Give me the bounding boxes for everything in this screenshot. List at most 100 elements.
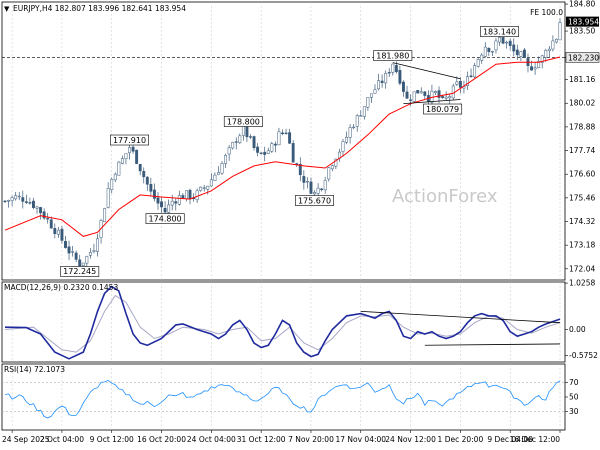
annotation-box (423, 103, 463, 115)
candle-body (81, 262, 85, 266)
candle-body (266, 150, 270, 154)
candle-body (206, 185, 210, 190)
candle-body (352, 126, 356, 129)
candle-body (67, 246, 71, 254)
candles (3, 18, 562, 273)
macd-trendline (360, 310, 561, 324)
candle-body (327, 167, 331, 180)
rsi-ytick-label: 70 (569, 378, 579, 387)
candle-body (60, 228, 64, 241)
candle-body (444, 96, 448, 99)
candle-body (398, 70, 402, 84)
dropdown-marker: ▼ (4, 5, 10, 13)
annotation-box (223, 116, 263, 127)
price-annotation: 172.245 (60, 266, 100, 277)
candle-body (78, 259, 82, 268)
candle-body (263, 151, 267, 155)
candle-body (451, 85, 455, 99)
candle-body (96, 238, 99, 252)
candle-body (85, 256, 89, 264)
candle-body (345, 136, 348, 143)
candle-body (53, 228, 57, 234)
candle-body (64, 241, 67, 248)
candle-body (419, 91, 423, 94)
candle-body (32, 200, 35, 208)
annotation-box (145, 213, 185, 224)
price-ytick-label: 180.02 (569, 99, 595, 108)
candle-body (501, 37, 505, 44)
candle-body (434, 91, 437, 93)
current-price-box (566, 16, 599, 27)
candle-body (92, 250, 96, 252)
macd-ytick-label: 1.0258 (569, 279, 595, 288)
candle-body (487, 47, 491, 52)
annotation-text: 180.079 (426, 105, 459, 114)
candle-body (277, 131, 281, 146)
annotation-text: 177.910 (113, 136, 146, 145)
candle-body (558, 22, 562, 41)
price-panel: 184.80 183.50 182.230 181.16 180.02 178.88 177… (2, 0, 600, 277)
candle-body (348, 127, 352, 138)
level-price-label: 182.230 (568, 53, 599, 62)
candle-body (7, 200, 11, 202)
candle-body (281, 132, 284, 134)
x-tick-label: 1 Dec 20:00 (438, 435, 484, 444)
candle-body (494, 40, 498, 51)
candle-body (394, 65, 398, 73)
price-annotation: 174.800 (145, 213, 185, 224)
candle-body (213, 174, 217, 181)
annotation-text: 178.800 (227, 117, 260, 126)
candle-body (174, 201, 178, 204)
candle-body (217, 172, 220, 175)
macd-line (4, 285, 561, 360)
candle-body (551, 40, 555, 50)
candle-body (341, 141, 345, 152)
candle-body (35, 206, 39, 209)
annotation-box (373, 50, 413, 61)
candle-body (24, 201, 28, 203)
price-ytick-label: 175.46 (569, 193, 595, 202)
rsi-panel: 70 50 30 RSI(14) 72.1073 (2, 365, 579, 419)
candle-body (124, 153, 128, 160)
candle-body (458, 81, 462, 88)
candle-body (533, 67, 537, 70)
candle-body (56, 229, 60, 235)
x-tick-label: 7 Nov 20:00 (288, 435, 334, 444)
price-trendline (403, 99, 461, 105)
candle-body (384, 73, 388, 84)
candle-body (540, 55, 544, 63)
candle-body (188, 189, 192, 200)
candle-body (273, 143, 277, 146)
candle-body (113, 173, 117, 181)
candle-body (554, 38, 558, 43)
candle-body (284, 132, 288, 135)
x-tick-label: 2 Oct 04:00 (40, 435, 84, 444)
watermark: ActionForex (392, 186, 498, 207)
annotation-text: 172.245 (63, 267, 96, 276)
annotation-text: 181.980 (376, 51, 409, 60)
candle-body (355, 115, 359, 127)
candle-body (234, 141, 238, 143)
annotation-box (60, 266, 100, 277)
candle-body (298, 163, 302, 176)
price-ytick-label: 181.16 (569, 75, 595, 84)
price-annotation: 178.800 (223, 116, 263, 127)
panel-frame-2 (1, 363, 566, 431)
candle-body (170, 200, 174, 206)
candle-body (135, 149, 139, 164)
price-ytick-label: 174.32 (569, 217, 595, 226)
candle-body (313, 192, 316, 195)
candle-body (103, 208, 107, 223)
x-tick-label: 16 Dec 12:00 (510, 435, 561, 444)
candle-body (10, 197, 14, 201)
candle-body (369, 93, 373, 98)
candle-body (515, 49, 519, 56)
candle-body (323, 180, 327, 191)
macd-ytick-label: -0.5752 (569, 351, 598, 360)
macd-title: MACD(12,26,9) 0.2320 0.1453 (4, 283, 118, 292)
candle-body (88, 252, 92, 256)
price-ytick-label: 172.04 (569, 264, 595, 273)
candle-body (39, 207, 43, 214)
